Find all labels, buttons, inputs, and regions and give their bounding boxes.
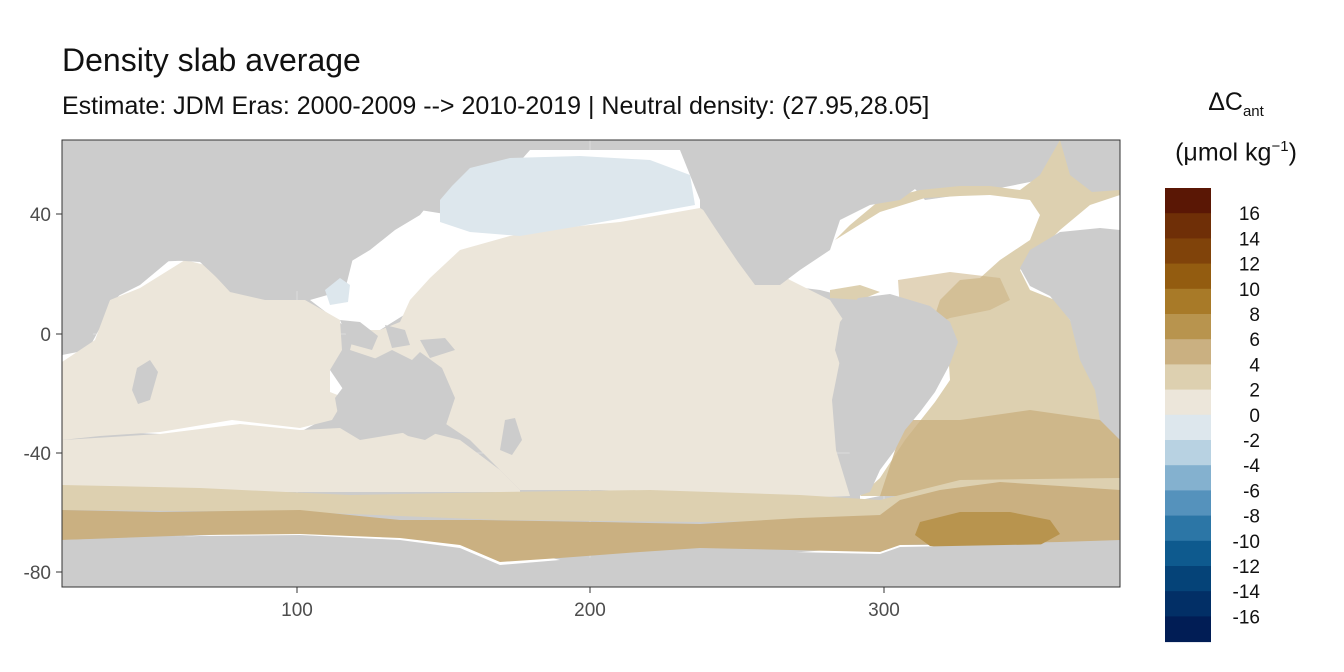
axis-ticks [56,213,885,593]
marginal-sea-region [325,278,350,305]
legend-swatch [1165,616,1211,643]
legend-break-label: -8 [1243,507,1260,528]
antarctica-land [62,535,1120,587]
legend-swatch [1165,188,1211,214]
legend-break-label: 12 [1239,255,1260,276]
legend-swatch [1165,389,1211,416]
x-tick-label: 100 [281,600,313,621]
legend-break-label: 0 [1249,406,1260,427]
legend-break-label: -14 [1233,582,1261,603]
y-tick-label: -40 [24,444,51,465]
legend-break-label: 4 [1249,355,1260,376]
north-america-land [700,140,960,285]
legend-break-label: -2 [1243,431,1260,452]
south-atlantic-region [880,410,1120,496]
y-tick-label: 40 [30,205,51,226]
asia-land [62,140,520,350]
legend-swatch [1165,591,1211,617]
legend-swatch [1165,314,1211,340]
africa-land [1020,228,1120,440]
x-tick-label: 200 [574,600,606,621]
legend-swatch [1165,515,1211,542]
legend-break-label: -10 [1233,532,1260,553]
europe-land [1060,140,1120,192]
legend-swatch [1165,490,1211,517]
caribbean-region [830,285,880,300]
legend-break-label: 10 [1239,280,1260,301]
page-subtitle: Estimate: JDM Eras: 2000-2009 --> 2010-2… [62,92,930,120]
legend-break-label: 6 [1249,330,1260,351]
north-pacific-region [440,156,695,236]
greenland-land [960,140,1050,185]
legend-swatch [1165,238,1211,265]
legend-swatch [1165,540,1211,567]
madagascar-land [132,360,158,404]
southern-ocean-outer [62,478,1120,522]
south-america-land [835,294,958,496]
legend-break-label: 2 [1249,381,1260,402]
legend-swatch [1165,465,1211,491]
legend-swatch [1165,440,1211,466]
page-title: Density slab average [62,42,361,78]
legend-swatch [1165,263,1211,290]
legend-title: ΔCant [1208,88,1264,120]
y-tick-label: -80 [24,563,51,584]
legend-break-label: -16 [1233,607,1260,628]
new-zealand-land [500,418,522,455]
legend-swatch [1165,414,1211,441]
legend-unit: (μmol kg−1) [1175,138,1297,167]
legend-break-label: -12 [1233,557,1260,578]
legend-swatch [1165,213,1211,239]
weddell-sea-region [915,512,1060,550]
legend-swatch [1165,364,1211,391]
maritime-continent-islands [340,320,455,358]
southern-ocean-band [62,482,1120,562]
australia-land [335,350,455,440]
pacific-indian-ocean [62,208,850,498]
legend-swatch [1165,566,1211,592]
atlantic-ocean [835,140,1120,496]
indian-ocean-south [62,424,520,492]
legend-break-label: -6 [1243,481,1260,502]
panel-border [61,139,1121,588]
legend-swatch [1165,339,1211,365]
legend-break-label: 14 [1239,229,1261,250]
x-tick-label: 300 [868,600,900,621]
y-tick-label: 0 [40,325,51,346]
legend-break-label: -4 [1243,456,1260,477]
legend-break-label: 16 [1239,204,1260,225]
east-africa-land [62,250,120,340]
legend-swatch [1165,288,1211,315]
legend-break-label: 8 [1249,305,1260,326]
